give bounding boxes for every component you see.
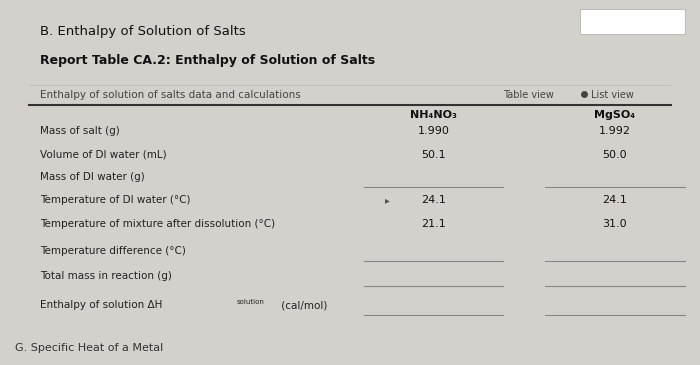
Text: Enthalpy of solution ΔH: Enthalpy of solution ΔH (40, 300, 162, 310)
Text: MgSO₄: MgSO₄ (594, 110, 636, 120)
Text: G. Specific Heat of a Metal: G. Specific Heat of a Metal (15, 343, 164, 353)
Text: Temperature of mixture after dissolution (°C): Temperature of mixture after dissolution… (40, 219, 275, 229)
Text: ▸: ▸ (385, 195, 390, 205)
Text: 50.1: 50.1 (421, 150, 446, 160)
Text: List view: List view (591, 90, 634, 100)
Text: Table view: Table view (503, 90, 554, 100)
Text: 50.0: 50.0 (603, 150, 627, 160)
FancyBboxPatch shape (580, 9, 685, 34)
Text: (cal/mol): (cal/mol) (278, 300, 328, 310)
Text: Mass of DI water (g): Mass of DI water (g) (40, 172, 144, 182)
Text: 24.1: 24.1 (421, 195, 446, 205)
Text: Temperature difference (°C): Temperature difference (°C) (40, 246, 186, 256)
Text: 24.1: 24.1 (603, 195, 627, 205)
Text: 21.1: 21.1 (421, 219, 446, 229)
Text: solution: solution (237, 299, 265, 305)
Text: Enthalpy of solution of salts data and calculations: Enthalpy of solution of salts data and c… (40, 90, 300, 100)
Text: NH₄NO₃: NH₄NO₃ (410, 110, 457, 120)
Text: 31.0: 31.0 (603, 219, 627, 229)
Text: Total mass in reaction (g): Total mass in reaction (g) (40, 271, 172, 281)
Text: Temperature of DI water (°C): Temperature of DI water (°C) (40, 195, 190, 205)
Text: Volume of DI water (mL): Volume of DI water (mL) (40, 150, 167, 160)
Text: Report Table CA.2: Enthalpy of Solution of Salts: Report Table CA.2: Enthalpy of Solution … (40, 54, 375, 67)
Text: 1.990: 1.990 (418, 126, 449, 137)
Text: 1.992: 1.992 (599, 126, 631, 137)
Text: Mass of salt (g): Mass of salt (g) (40, 126, 120, 137)
Text: B. Enthalpy of Solution of Salts: B. Enthalpy of Solution of Salts (40, 25, 246, 38)
